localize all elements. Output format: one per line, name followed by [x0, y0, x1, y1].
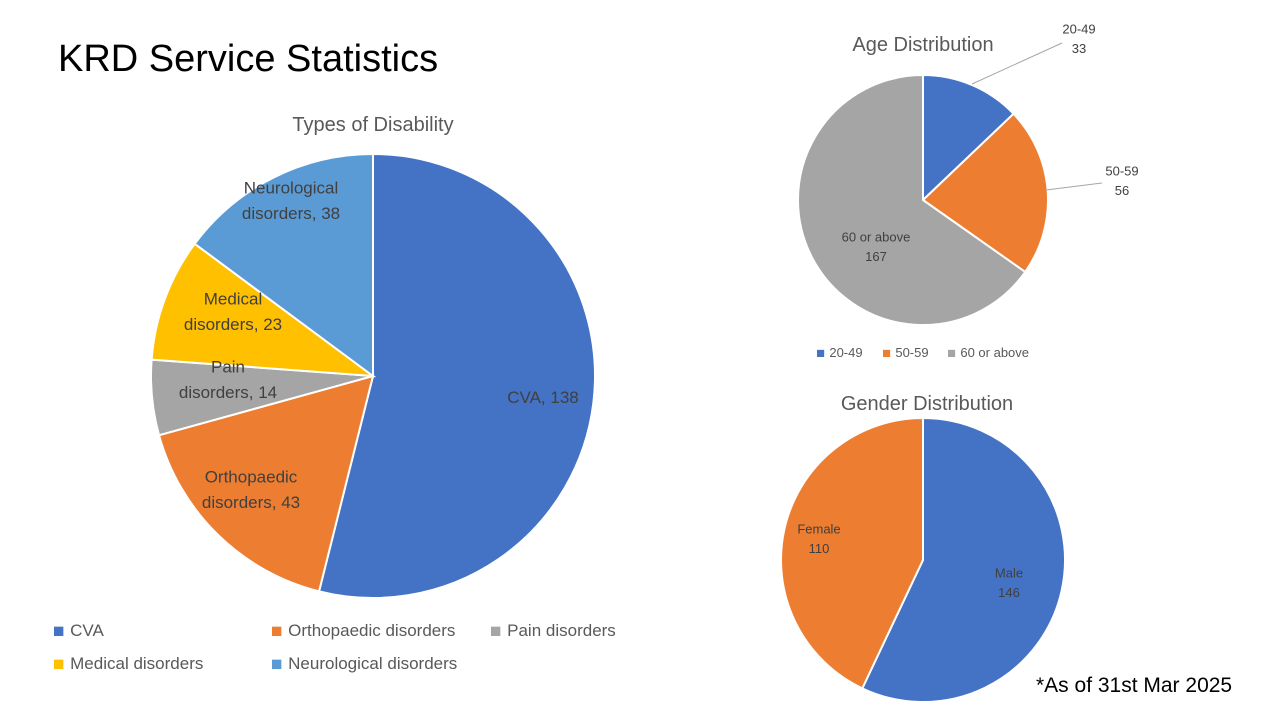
leader-line-50-59: [1045, 182, 1103, 191]
legend-label-pain-disorders: Pain disorders: [507, 621, 616, 640]
data-label-20-49: 20-49 33: [1062, 21, 1095, 56]
legend-swatch-20-49: [817, 349, 825, 357]
data-label-male: Male 146: [995, 565, 1023, 600]
leader-line-20-49: [971, 42, 1063, 85]
legend-swatch-pain-disorders: [491, 626, 501, 636]
legend-swatch-neurological-disorders: [272, 659, 282, 669]
legend-swatch-cva: [54, 626, 64, 636]
data-label-female: Female 110: [797, 521, 840, 556]
legend-label-50-59: 50-59: [895, 345, 928, 360]
data-label-orthopaedic-disorders: Orthopaedic disorders, 43: [202, 467, 300, 512]
pie-slice-female: [780, 416, 924, 690]
legend-swatch-medical-disorders: [54, 659, 64, 669]
chart-title: Gender Distribution: [841, 393, 1013, 415]
legend-label-neurological-disorders: Neurological disorders: [288, 654, 457, 673]
legend-label-cva: CVA: [70, 621, 104, 640]
chart-types-of-disability: Types of Disability CVA, 138 Orthopaedic di…: [54, 114, 616, 673]
data-label-50-59: 50-59 56: [1105, 163, 1138, 198]
pie-slice-neurological-disorders: [193, 152, 374, 378]
legend-label-medical-disorders: Medical disorders: [70, 654, 203, 673]
data-label-cva: CVA, 138: [507, 388, 579, 407]
pie-slice-20-49: [922, 73, 1015, 203]
pie-slice-male: [860, 416, 1066, 703]
chart-gender-distribution: Gender Distribution Male 146 Female 110: [780, 393, 1066, 703]
slide-title: KRD Service Statistics: [58, 38, 439, 80]
pie-slice-50-59: [921, 112, 1049, 274]
chart-age-distribution: Age Distribution 20-49 33 50-59 56 60 or abov…: [797, 21, 1139, 360]
legend-swatch-50-59: [883, 349, 891, 357]
chart-title: Types of Disability: [292, 114, 453, 136]
pie-slice-60-or-above: [797, 73, 1027, 326]
data-label-medical-disorders: Medical disorders, 23: [184, 289, 282, 334]
legend-label-60-or-above: 60 or above: [960, 345, 1029, 360]
data-label-neurological-disorders: Neurological disorders, 38: [242, 178, 340, 223]
legend-label-20-49: 20-49: [829, 345, 862, 360]
data-label-pain-disorders: Pain disorders, 14: [179, 357, 277, 402]
footnote: *As of 31st Mar 2025: [1036, 674, 1233, 697]
legend-swatch-60-or-above: [948, 349, 956, 357]
legend-label-orthopaedic-disorders: Orthopaedic disorders: [288, 621, 455, 640]
legend-swatch-orthopaedic-disorders: [272, 626, 282, 636]
chart-title: Age Distribution: [852, 34, 993, 56]
data-label-60-or-above: 60 or above 167: [842, 229, 911, 263]
pie-slice-medical-disorders: [150, 242, 377, 378]
pie-slice-orthopaedic-disorders: [157, 374, 375, 593]
pie-slice-cva: [317, 152, 596, 599]
